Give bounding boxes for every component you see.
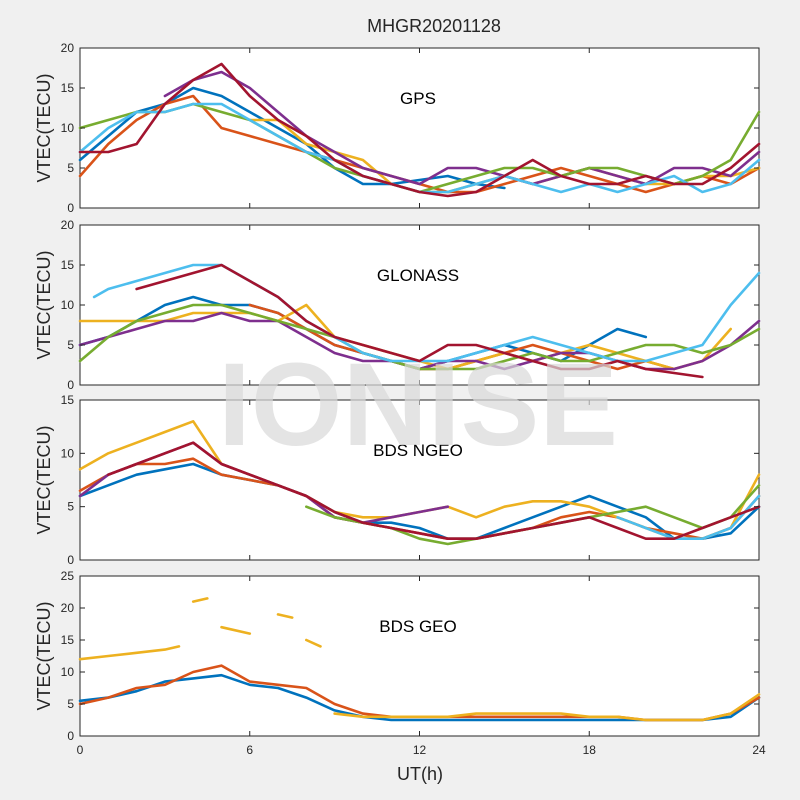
series-line-3: [163, 70, 761, 186]
y-tick-label: 15: [61, 81, 75, 95]
subplots: 0 5 10 15 20 VTEC(TECU) GPS 0 5 10 15 20 VTEC(TECU) G…: [34, 41, 766, 757]
y-tick-label: 15: [61, 633, 75, 647]
plot-area: [79, 47, 760, 209]
subplot-2: 0 5 10 15 VTEC(TECU) BDS NGEO: [34, 393, 761, 567]
series-line-0: [78, 86, 506, 190]
y-tick-label: 10: [61, 121, 75, 135]
series-line-6: [135, 263, 704, 379]
y-tick-label: 5: [67, 161, 74, 175]
y-axis-label: VTEC(TECU): [34, 426, 54, 535]
series-line-7: [333, 693, 761, 722]
x-tick-label: 24: [752, 743, 766, 757]
y-tick-label: 20: [61, 218, 75, 232]
series-line-5: [616, 494, 761, 541]
x-tick-label: 6: [246, 743, 253, 757]
y-tick-label: 10: [61, 298, 75, 312]
series-line-6: [304, 638, 322, 648]
panel-label: BDS NGEO: [373, 441, 463, 460]
y-axis-label: VTEC(TECU): [34, 251, 54, 360]
panel-label: BDS GEO: [379, 617, 456, 636]
panel-label: GLONASS: [377, 266, 459, 285]
y-tick-label: 0: [67, 201, 74, 215]
y-tick-label: 15: [61, 258, 75, 272]
series-line-3: [191, 597, 209, 603]
y-tick-label: 0: [67, 729, 74, 743]
x-axis-label: UT(h): [397, 764, 443, 784]
subplot-3: 0 5 10 15 20 25 0 6 12 18 24 VTEC(TECU) BDS GEO: [34, 569, 766, 757]
y-tick-label: 15: [61, 393, 75, 407]
series-line-2: [78, 645, 181, 661]
y-axis-label: VTEC(TECU): [34, 602, 54, 711]
y-tick-label: 5: [67, 697, 74, 711]
y-tick-label: 5: [67, 338, 74, 352]
watermark: IONISE: [218, 339, 618, 471]
y-tick-label: 20: [61, 41, 75, 55]
series-line-5: [276, 613, 294, 619]
panel-label: GPS: [400, 89, 436, 108]
y-tick-label: 0: [67, 553, 74, 567]
series-line-6: [78, 62, 761, 198]
figure-title: MHGR20201128: [367, 16, 501, 36]
series-line-4: [78, 303, 761, 371]
plot-area: [79, 575, 760, 737]
y-tick-label: 25: [61, 569, 75, 583]
y-tick-label: 20: [61, 601, 75, 615]
x-tick-label: 12: [413, 743, 427, 757]
x-tick-label: 18: [583, 743, 597, 757]
series-line-4: [220, 625, 252, 635]
y-axis-label: VTEC(TECU): [34, 74, 54, 183]
y-tick-label: 0: [67, 378, 74, 392]
y-tick-label: 5: [67, 500, 74, 514]
subplot-0: 0 5 10 15 20 VTEC(TECU) GPS: [34, 41, 761, 215]
series-line-0: [78, 462, 761, 541]
y-tick-label: 10: [61, 446, 75, 460]
subplot-1: 0 5 10 15 20 VTEC(TECU) GLONASS: [34, 218, 761, 392]
y-tick-label: 10: [61, 665, 75, 679]
x-tick-label: 0: [77, 743, 84, 757]
series-line-6: [107, 441, 761, 541]
